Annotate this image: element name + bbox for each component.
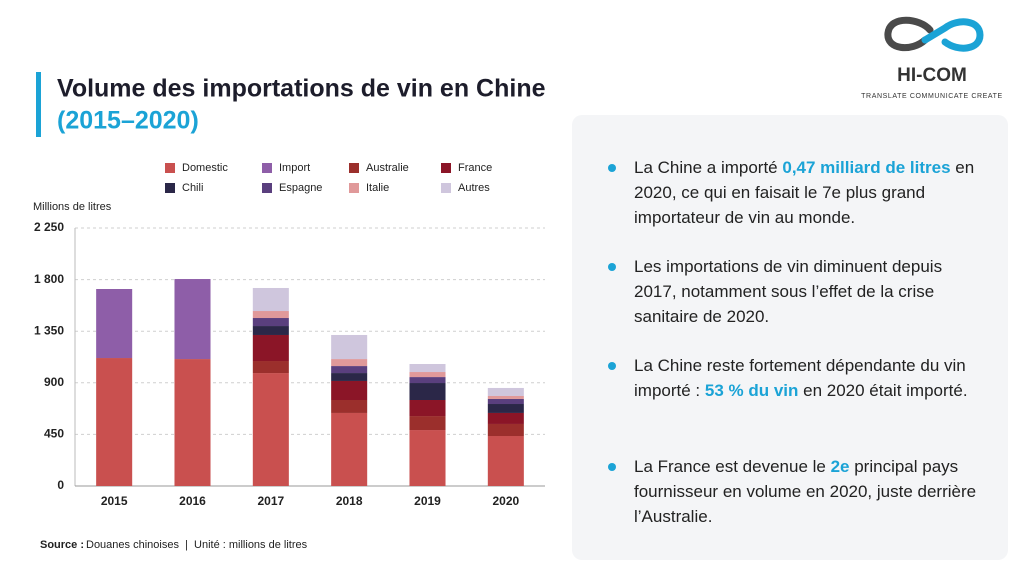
legend-label: Australie	[366, 162, 409, 174]
bar-segment	[331, 359, 368, 367]
bullet-text: La Chine reste fortement dépendante du v…	[634, 356, 966, 400]
bullet-highlight: 53 % du vin	[704, 381, 799, 400]
x-tick-label: 2020	[492, 494, 519, 508]
bar-segment	[487, 387, 524, 396]
legend-swatch	[441, 183, 451, 193]
x-tick-label: 2019	[414, 494, 441, 508]
logo-icon	[884, 16, 984, 52]
bullet-text: La France est devenue le	[634, 457, 831, 476]
bar-segment	[487, 436, 524, 486]
legend-swatch	[262, 183, 272, 193]
x-tick-label: 2016	[179, 494, 206, 508]
bullet-text: Les importations de vin diminuent depuis…	[634, 257, 943, 326]
bullet-text: La Chine a importé	[634, 158, 783, 177]
source-label: Source :	[40, 539, 84, 551]
bar-segment	[174, 359, 211, 486]
legend-label: Domestic	[182, 162, 228, 174]
bar-segment	[174, 279, 211, 360]
legend-label: Import	[279, 162, 310, 174]
bullet: La Chine a importé 0,47 milliard de litr…	[608, 155, 984, 230]
x-tick-label: 2015	[101, 494, 128, 508]
x-tick-label: 2018	[336, 494, 363, 508]
bar-segment	[96, 289, 133, 359]
bar-segment	[487, 423, 524, 437]
legend-swatch	[165, 163, 175, 173]
bar-segment	[252, 326, 289, 335]
bar-segment	[409, 363, 446, 373]
x-tick-label: 2017	[257, 494, 284, 508]
legend-swatch	[349, 183, 359, 193]
y-tick-label: 1 800	[34, 272, 64, 286]
bar-segment	[409, 430, 446, 486]
legend-label: Autres	[458, 182, 490, 194]
bar-segment	[252, 318, 289, 327]
bar-segment	[96, 358, 133, 486]
y-tick-label: 1 350	[34, 323, 64, 337]
y-tick-label: 0	[57, 478, 64, 492]
legend-label: Espagne	[279, 182, 322, 194]
y-tick-label: 900	[44, 375, 64, 389]
bar-segment	[409, 416, 446, 431]
bullet: La Chine reste fortement dépendante du v…	[608, 353, 984, 403]
bar-segment	[252, 311, 289, 319]
bullet-highlight: 2e	[830, 457, 850, 476]
y-axis-label: Millions de litres	[33, 201, 112, 213]
source-text: Douanes chinoises | Unité : millions de …	[86, 539, 308, 551]
subtitle: (2015–2020)	[57, 107, 199, 135]
bullet-text: en 2020 était importé.	[798, 381, 968, 400]
bar-segment	[487, 404, 524, 413]
legend-label: France	[458, 162, 492, 174]
bar-segment	[252, 334, 289, 362]
legend-label: Chili	[182, 182, 203, 194]
accent-bar	[36, 72, 41, 137]
bullet-highlight: 0,47 milliard de litres	[782, 158, 951, 177]
bullet-text: principal pays fournisseur en volume en …	[634, 457, 977, 526]
logo-name: HI-COM	[897, 65, 967, 86]
bar-segment	[487, 412, 524, 424]
y-tick-label: 2 250	[34, 220, 64, 234]
bullet: Les importations de vin diminuent depuis…	[608, 254, 984, 329]
bar-segment	[331, 380, 368, 400]
info-panel: La Chine a importé 0,47 milliard de litr…	[572, 115, 1008, 560]
bar-segment	[331, 373, 368, 381]
bar-segment	[331, 334, 368, 360]
y-tick-label: 450	[44, 427, 64, 441]
legend-swatch	[165, 183, 175, 193]
bar-segment	[252, 373, 289, 486]
bar-segment	[331, 412, 368, 486]
legend-swatch	[349, 163, 359, 173]
bar-segment	[331, 400, 368, 413]
bar-segment	[252, 361, 289, 374]
bar-segment	[252, 287, 289, 312]
bar-segment	[409, 377, 446, 384]
bullet-text: en 2020, ce qui en faisait le 7e plus gr…	[634, 158, 975, 227]
bar-segment	[409, 383, 446, 400]
legend-swatch	[262, 163, 272, 173]
legend-swatch	[441, 163, 451, 173]
title: Volume des importations de vin en Chine	[57, 75, 546, 103]
logo-tagline: TRANSLATE COMMUNICATE CREATE	[861, 93, 1003, 100]
bar-segment	[409, 400, 446, 417]
bar-segment	[331, 366, 368, 374]
bar-segment	[487, 395, 524, 399]
bar-segment	[487, 398, 524, 405]
bullet: La France est devenue le 2e principal pa…	[608, 454, 984, 529]
legend-label: Italie	[366, 182, 389, 194]
bar-segment	[409, 372, 446, 378]
